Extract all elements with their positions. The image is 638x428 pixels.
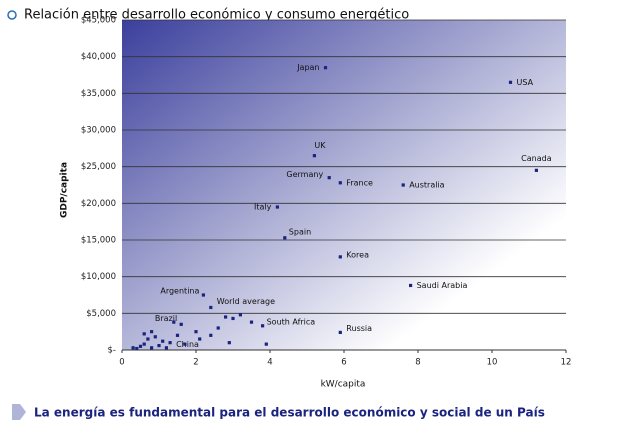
point <box>338 330 342 334</box>
point <box>201 293 205 297</box>
point <box>131 346 135 350</box>
y-tick-label: $10,000 <box>81 272 116 282</box>
point <box>150 346 154 350</box>
point-label: South Africa <box>267 317 316 326</box>
y-tick-label: $- <box>108 346 116 356</box>
point-label: World average <box>217 297 275 306</box>
plot-area <box>122 20 566 350</box>
point <box>312 154 316 158</box>
point <box>227 341 231 345</box>
bullet-icon <box>7 10 17 20</box>
point <box>264 342 268 346</box>
point <box>161 339 165 343</box>
point <box>261 324 265 328</box>
x-axis-title: kW/capita <box>321 380 366 390</box>
point <box>401 183 405 187</box>
point <box>142 332 146 336</box>
point <box>338 255 342 259</box>
point <box>327 176 331 180</box>
point <box>231 316 235 321</box>
y-tick-label: $25,000 <box>81 162 116 172</box>
point <box>168 341 172 345</box>
point-label: China <box>176 340 199 349</box>
point <box>508 80 513 84</box>
point <box>175 333 180 337</box>
point <box>224 315 228 319</box>
point-label: Argentina <box>160 287 199 296</box>
x-tick-label: 2 <box>193 358 198 368</box>
y-tick-label: $20,000 <box>81 199 116 209</box>
point-label: Russia <box>346 324 372 333</box>
point <box>534 168 538 172</box>
point-label: Saudi Arabia <box>417 281 468 290</box>
y-tick-label: $15,000 <box>81 236 116 246</box>
point <box>183 342 187 346</box>
y-tick-label: $40,000 <box>81 52 116 62</box>
point <box>283 236 287 240</box>
point <box>150 330 154 334</box>
point <box>209 333 213 337</box>
point <box>146 337 150 341</box>
point-label: Japan <box>296 63 319 72</box>
point <box>209 305 213 310</box>
point <box>135 346 139 351</box>
point-label: Canada <box>521 154 552 163</box>
point-label: France <box>346 178 373 187</box>
point <box>157 344 161 348</box>
point <box>238 313 242 317</box>
point <box>249 320 254 324</box>
point <box>142 342 146 346</box>
y-tick-label: $35,000 <box>81 89 116 99</box>
point <box>275 205 279 209</box>
point <box>338 181 342 185</box>
point-label: Korea <box>346 250 369 259</box>
point <box>323 66 328 70</box>
point <box>216 326 220 330</box>
point-label: Australia <box>409 181 444 190</box>
y-tick-label: $30,000 <box>81 126 116 136</box>
x-tick-label: 8 <box>415 358 420 368</box>
y-axis-title: GDP/capita <box>60 162 70 218</box>
x-tick-label: 4 <box>267 358 272 368</box>
point-label: Italy <box>254 203 272 212</box>
point <box>172 320 176 324</box>
point-label: Brazil <box>155 314 177 323</box>
x-tick-label: 10 <box>487 358 498 368</box>
point <box>409 283 413 288</box>
point <box>179 322 183 326</box>
footer-text: La energía es fundamental para el desarr… <box>34 406 545 420</box>
point-label: UK <box>314 141 326 150</box>
point <box>198 337 202 341</box>
point-label: Spain <box>289 227 311 236</box>
point <box>153 335 157 339</box>
y-tick-label: $5,000 <box>86 309 116 319</box>
x-tick-label: 0 <box>119 358 124 368</box>
y-tick-label: $45,000 <box>81 16 116 26</box>
arrow-icon <box>12 404 26 420</box>
point <box>194 330 198 334</box>
point-label: Germany <box>286 170 323 179</box>
header-title: Relación entre desarrollo económico y co… <box>24 8 409 23</box>
point <box>164 346 168 350</box>
point-label: USA <box>517 78 534 87</box>
x-tick-label: 12 <box>561 358 572 368</box>
x-tick-label: 6 <box>341 358 346 368</box>
point <box>138 344 143 348</box>
